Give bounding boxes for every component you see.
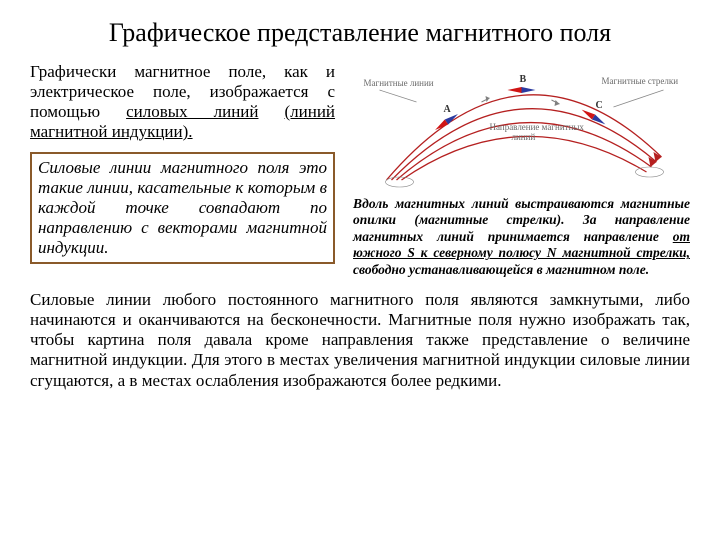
fig-label-left: Магнитные линии bbox=[364, 78, 434, 88]
caption-text-2: свободно устанавливающейся в магнитном п… bbox=[353, 262, 649, 277]
field-lines-figure: A B C Магнитные линии Магнитные стрелки … bbox=[353, 62, 690, 192]
label-c: C bbox=[596, 100, 603, 111]
definition-box: Силовые линии магнитного поля это такие … bbox=[30, 152, 335, 264]
page-title: Графическое представление магнитного пол… bbox=[30, 18, 690, 48]
caption-text-1: Вдоль магнитных линий выстраиваются магн… bbox=[353, 196, 690, 244]
intro-text-2 bbox=[259, 102, 285, 121]
intro-paragraph: Графически магнитное поле, как и электри… bbox=[30, 62, 335, 142]
left-column: Графически магнитное поле, как и электри… bbox=[30, 62, 335, 278]
label-b: B bbox=[520, 74, 527, 85]
right-column: A B C Магнитные линии Магнитные стрелки … bbox=[353, 62, 690, 278]
intro-underline-1: силовых линий bbox=[126, 102, 258, 121]
label-a: A bbox=[444, 104, 452, 115]
bottom-paragraph: Силовые линии любого постоянного магнитн… bbox=[30, 290, 690, 390]
figure-caption: Вдоль магнитных линий выстраиваются магн… bbox=[353, 196, 690, 278]
fig-label-dir: Направление магнитных линий bbox=[490, 122, 587, 142]
two-column-layout: Графически магнитное поле, как и электри… bbox=[30, 62, 690, 278]
fig-label-right: Магнитные стрелки bbox=[602, 76, 679, 86]
